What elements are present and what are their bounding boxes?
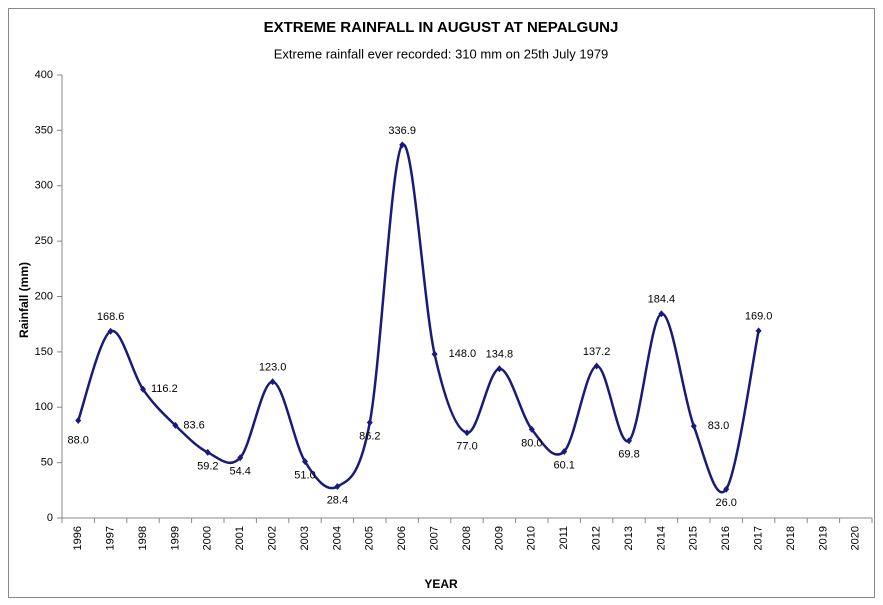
data-label: 336.9 bbox=[388, 125, 416, 137]
x-tick-label: 2012 bbox=[591, 526, 603, 550]
x-tick-label: 1997 bbox=[105, 526, 117, 550]
x-tick-label: 2003 bbox=[299, 526, 311, 550]
x-tick-label: 2013 bbox=[623, 526, 635, 550]
y-tick-label: 50 bbox=[41, 457, 53, 469]
x-tick-label: 2002 bbox=[267, 526, 279, 550]
data-label: 59.2 bbox=[197, 460, 218, 472]
marker bbox=[204, 448, 211, 456]
marker bbox=[237, 454, 244, 462]
y-tick-label: 150 bbox=[35, 346, 53, 358]
x-tick-label: 2000 bbox=[202, 526, 214, 550]
data-label: 51.0 bbox=[294, 469, 315, 481]
marker bbox=[75, 417, 82, 425]
marker bbox=[140, 385, 146, 393]
data-label: 80.0 bbox=[521, 437, 542, 449]
x-tick-label: 1998 bbox=[137, 526, 149, 550]
x-tick-label: 2004 bbox=[331, 526, 343, 550]
data-label: 137.2 bbox=[583, 346, 611, 358]
x-tick-label: 2011 bbox=[558, 526, 570, 550]
marker bbox=[269, 378, 276, 386]
marker bbox=[593, 362, 600, 370]
x-tick-label: 1999 bbox=[169, 526, 181, 550]
data-label: 169.0 bbox=[745, 311, 773, 323]
data-label: 88.0 bbox=[67, 434, 88, 446]
x-tick-label: 2009 bbox=[493, 526, 505, 550]
marker bbox=[172, 421, 179, 429]
marker bbox=[690, 422, 697, 430]
data-label: 60.1 bbox=[553, 459, 574, 471]
x-tick-label: 2015 bbox=[688, 526, 700, 550]
data-label: 54.4 bbox=[229, 466, 250, 478]
x-tick-label: 1996 bbox=[72, 526, 84, 550]
y-axis-label: Rainfall (mm) bbox=[17, 262, 31, 338]
marker bbox=[366, 419, 373, 427]
data-label: 184.4 bbox=[648, 294, 676, 306]
x-tick-label: 2020 bbox=[850, 526, 862, 550]
x-tick-label: 2019 bbox=[817, 526, 829, 550]
x-tick-label: 2017 bbox=[753, 526, 765, 550]
chart-title: EXTREME RAINFALL IN AUGUST AT NEPALGUNJ bbox=[264, 19, 619, 36]
chart-subtitle: Extreme rainfall ever recorded: 310 mm o… bbox=[274, 46, 609, 61]
data-label: 148.0 bbox=[449, 348, 477, 360]
marker bbox=[658, 310, 665, 318]
marker bbox=[464, 429, 470, 437]
x-tick-label: 2001 bbox=[234, 526, 246, 550]
x-tick-label: 2010 bbox=[526, 526, 538, 550]
data-label: 86.2 bbox=[359, 430, 380, 442]
marker bbox=[107, 327, 114, 335]
marker bbox=[561, 447, 568, 455]
data-label: 123.0 bbox=[259, 362, 287, 374]
y-tick-label: 400 bbox=[35, 69, 53, 81]
y-tick-label: 350 bbox=[35, 124, 53, 136]
x-tick-label: 2018 bbox=[785, 526, 797, 550]
data-label: 83.6 bbox=[183, 419, 204, 431]
x-axis-label: YEAR bbox=[424, 577, 458, 591]
marker bbox=[334, 483, 341, 491]
chart-border bbox=[8, 8, 875, 598]
y-tick-label: 300 bbox=[35, 180, 53, 192]
x-tick-label: 2006 bbox=[396, 526, 408, 550]
data-label: 134.8 bbox=[486, 349, 514, 361]
y-tick-label: 0 bbox=[47, 512, 53, 524]
marker bbox=[431, 350, 438, 358]
data-label: 77.0 bbox=[456, 441, 477, 453]
marker bbox=[723, 485, 730, 493]
data-label: 28.4 bbox=[327, 494, 348, 506]
x-tick-label: 2007 bbox=[429, 526, 441, 550]
marker bbox=[528, 425, 535, 433]
x-tick-label: 2005 bbox=[364, 526, 376, 550]
data-label: 116.2 bbox=[151, 383, 178, 395]
marker bbox=[626, 437, 632, 445]
data-label: 83.0 bbox=[708, 420, 729, 432]
x-tick-label: 2016 bbox=[720, 526, 732, 550]
y-tick-label: 200 bbox=[35, 290, 53, 302]
data-label: 69.8 bbox=[618, 449, 639, 461]
data-label: 26.0 bbox=[715, 497, 736, 509]
data-label: 168.6 bbox=[97, 311, 125, 323]
marker bbox=[302, 458, 308, 466]
y-tick-label: 100 bbox=[35, 401, 53, 413]
y-tick-label: 250 bbox=[35, 235, 53, 247]
x-tick-label: 2014 bbox=[655, 526, 667, 550]
marker bbox=[496, 365, 503, 373]
marker bbox=[755, 327, 762, 335]
marker bbox=[399, 141, 406, 149]
x-tick-label: 2008 bbox=[461, 526, 473, 550]
